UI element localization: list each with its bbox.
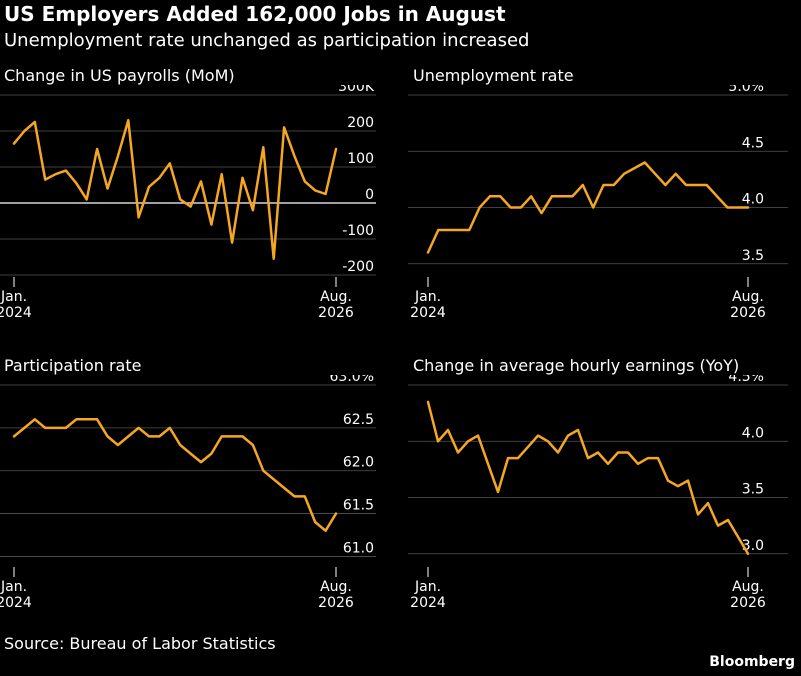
y-tick-label: -100 [342, 223, 374, 239]
y-tick-label: 63.0% [330, 375, 374, 385]
x-tick-label: Jan. 2024 [0, 289, 32, 321]
y-tick-label: -200 [342, 259, 374, 275]
x-tick-label: Aug. 2026 [730, 289, 766, 321]
series-line [12, 118, 338, 261]
y-tick-label: 4.5 [742, 135, 764, 151]
y-tick-label: 61.0 [343, 540, 374, 556]
y-tick-label: 62.0 [343, 455, 374, 471]
y-tick-label: 3.0 [742, 538, 764, 554]
x-tick-label: Aug. 2026 [730, 579, 766, 611]
y-tick-label: 4.0 [742, 192, 764, 208]
x-tick-label: Jan. 2024 [0, 579, 32, 611]
x-tick-label: Aug. 2026 [318, 289, 354, 321]
x-tick-label: Jan. 2024 [410, 289, 446, 321]
panel-title-participation: Participation rate [4, 356, 142, 375]
source-note: Source: Bureau of Labor Statistics [4, 634, 276, 653]
y-tick-label: 62.5 [343, 412, 374, 428]
y-tick-label: 200 [347, 115, 374, 131]
series-line [12, 418, 338, 532]
brand-logo: Bloomberg [709, 654, 795, 670]
panel-title-unemployment: Unemployment rate [413, 66, 574, 85]
y-tick-label: 61.5 [343, 498, 374, 514]
y-tick-label: 3.5 [742, 482, 764, 498]
panel-title-earnings: Change in average hourly earnings (YoY) [413, 356, 740, 375]
chart-unemployment: 5.0% 4.5 4.0 3.5 Jan. 2024 Aug. 2026 [408, 85, 788, 321]
y-tick-label: 100 [347, 151, 374, 167]
series-line [426, 161, 750, 254]
chart-payrolls: 300K 200 100 0 -100 -200 Jan. 2024 Aug. 2026 [0, 85, 376, 321]
chart-participation: 63.0% 62.5 62.0 61.5 61.0 Jan. 2024 Aug. 2026 [0, 375, 376, 611]
y-tick-label: 300K [338, 85, 375, 95]
y-tick-label: 5.0% [728, 85, 764, 95]
chart-earnings: 4.5% 4.0 3.5 3.0 Jan. 2024 Aug. 2026 [408, 375, 788, 611]
y-tick-label: 4.5% [728, 375, 764, 385]
panel-title-payrolls: Change in US payrolls (MoM) [4, 66, 235, 85]
y-tick-label: 0 [365, 187, 374, 203]
subheadline: Unemployment rate unchanged as participa… [4, 30, 530, 51]
series-line [426, 400, 750, 556]
y-tick-label: 4.0 [742, 425, 764, 441]
headline: US Employers Added 162,000 Jobs in Augus… [4, 2, 506, 26]
x-tick-label: Jan. 2024 [410, 579, 446, 611]
x-tick-label: Aug. 2026 [318, 579, 354, 611]
y-tick-label: 3.5 [742, 248, 764, 264]
